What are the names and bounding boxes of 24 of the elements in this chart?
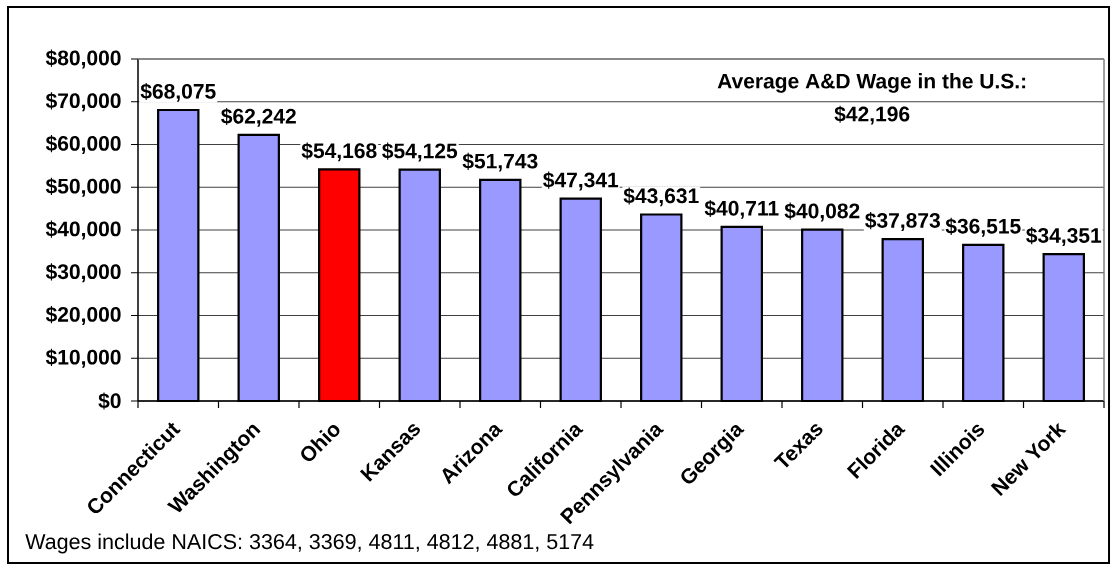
annotation: Average A&D Wage in the U.S.: bbox=[717, 73, 1026, 93]
annotation: $42,196 bbox=[834, 105, 910, 125]
y-tick-label: $80,000 bbox=[45, 49, 121, 69]
data-label: $34,351 bbox=[1026, 227, 1102, 246]
y-tick-label: $0 bbox=[98, 392, 121, 410]
data-label: $54,125 bbox=[382, 142, 458, 162]
data-label: $47,341 bbox=[543, 171, 619, 191]
y-tick-label: $10,000 bbox=[45, 348, 121, 368]
data-label: $54,168 bbox=[301, 142, 377, 162]
y-tick-label: $20,000 bbox=[45, 306, 121, 325]
data-label: $40,082 bbox=[784, 202, 860, 222]
data-label: $43,631 bbox=[623, 187, 699, 207]
data-label: $51,743 bbox=[462, 152, 538, 172]
data-label: $62,242 bbox=[221, 107, 296, 127]
y-tick-label: $40,000 bbox=[45, 220, 121, 240]
data-label: $40,711 bbox=[704, 199, 779, 219]
y-tick-label: $30,000 bbox=[45, 263, 121, 283]
data-label: $68,075 bbox=[140, 82, 216, 102]
text: Wages include NAICS: 3364, 3369, 4811, 4812, 4881, 5174 bbox=[25, 533, 594, 554]
y-tick-label: $70,000 bbox=[45, 92, 121, 112]
data-label: $36,515 bbox=[945, 217, 1021, 237]
y-tick-label: $60,000 bbox=[45, 135, 121, 154]
data-label: $37,873 bbox=[865, 212, 940, 231]
y-tick-label: $50,000 bbox=[45, 177, 121, 197]
